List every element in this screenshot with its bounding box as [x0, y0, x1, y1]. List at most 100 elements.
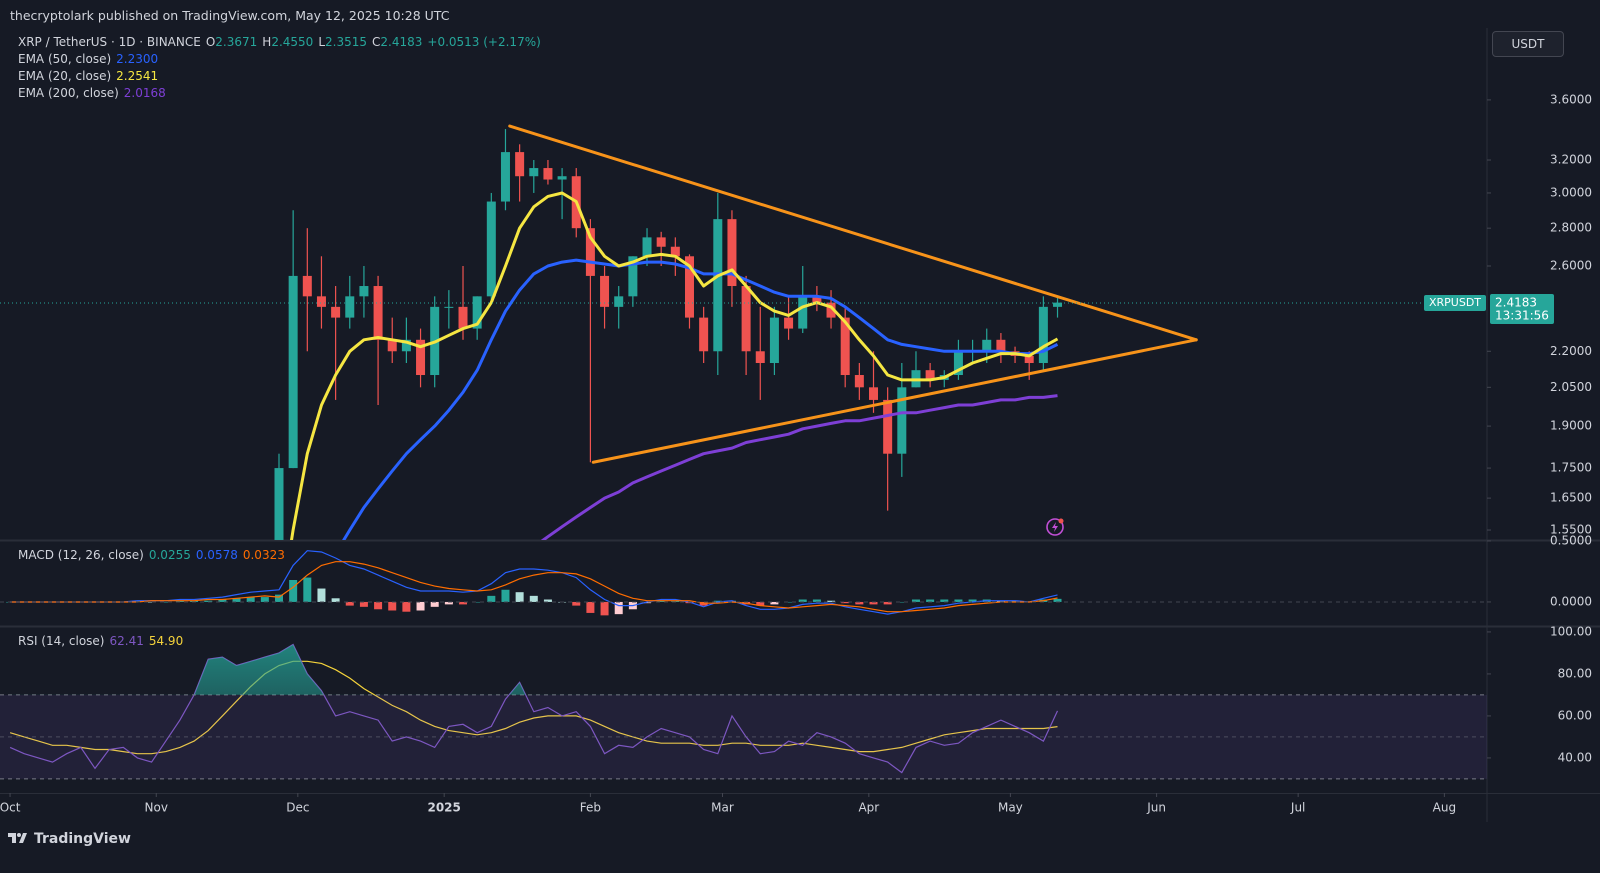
macd-histogram-bar	[671, 600, 680, 602]
time-tick-label: Dec	[286, 801, 309, 815]
quote-key: L	[318, 35, 325, 49]
macd-pane	[6, 550, 1062, 616]
candle-body	[458, 306, 468, 329]
candle-body	[444, 306, 454, 308]
time-tick-label: May	[998, 801, 1023, 815]
time-tick-label: Jun	[1146, 801, 1166, 815]
macd-histogram-bar	[430, 601, 439, 607]
candle-body	[585, 228, 595, 276]
legend-value: 54.90	[148, 634, 184, 648]
macd-histogram-bar	[331, 598, 340, 602]
candle-body	[345, 296, 355, 318]
candle-body	[925, 370, 935, 380]
candle-body	[486, 201, 496, 297]
quote-value: 2.4550	[271, 35, 314, 49]
macd-histogram-bar	[600, 601, 609, 616]
macd-histogram-bar	[770, 601, 779, 605]
legend-name: RSI (14, close)	[18, 634, 105, 648]
tradingview-logo	[8, 833, 27, 843]
candle-body	[401, 339, 411, 352]
macd-histogram-bar	[954, 599, 963, 602]
footer-brand: TradingView	[34, 831, 131, 847]
candle-body	[1053, 302, 1063, 307]
legend-value: 2.2541	[116, 69, 159, 83]
rsi-pane	[9, 643, 1059, 774]
macd-histogram-bar	[204, 600, 213, 602]
macd-line	[10, 550, 1058, 615]
candle-body	[1038, 306, 1048, 364]
macd-histogram-bar	[543, 599, 552, 602]
price-tag-label: 2.4183	[1495, 295, 1537, 309]
signal-line	[10, 561, 1058, 613]
candle-body	[1024, 355, 1034, 364]
publisher-line: thecryptolark published on TradingView.c…	[10, 8, 450, 23]
candle-body	[812, 296, 822, 303]
time-tick-label: Feb	[580, 801, 601, 815]
candle-body	[883, 399, 893, 454]
macd-histogram-bar	[359, 601, 368, 607]
rsi-axis-tick-label: 80.00	[1558, 666, 1592, 680]
macd-histogram-bar	[473, 601, 482, 603]
symbol-tag-label: XRPUSDT	[1429, 296, 1481, 309]
candle-body	[670, 246, 680, 257]
price-axis-tick-label: 2.2000	[1550, 344, 1592, 358]
candle-body	[331, 306, 341, 318]
rsi-band	[0, 694, 1487, 779]
macd-histogram-bar	[147, 601, 156, 603]
macd-histogram-bar	[614, 601, 623, 615]
candle-body	[996, 339, 1006, 352]
candle-body	[769, 317, 779, 364]
macd-histogram-bar	[402, 601, 411, 612]
macd-histogram-bar	[133, 600, 142, 602]
macd-histogram-bar	[345, 601, 354, 606]
candle-body	[529, 168, 539, 177]
macd-histogram-bar	[996, 600, 1005, 602]
legend-value: 2.0168	[123, 86, 166, 100]
price-axis-tick-label: 1.5500	[1550, 523, 1592, 537]
quote-key: H	[262, 35, 272, 49]
macd-histogram-bar	[161, 601, 170, 603]
countdown-label: 13:31:56	[1495, 308, 1549, 322]
time-tick-label: Nov	[145, 801, 168, 815]
macd-histogram-bar	[812, 599, 821, 602]
candle-body	[628, 256, 638, 297]
legend-name: EMA (50, close)	[18, 52, 112, 66]
macd-histogram-bar	[827, 600, 836, 602]
currency-button[interactable]: USDT	[1492, 31, 1564, 57]
price-axis-tick-label: 3.6000	[1550, 92, 1592, 106]
macd-histogram-bar	[897, 601, 906, 603]
price-axis-tick-label: 1.7500	[1550, 461, 1592, 475]
candle-body	[500, 152, 510, 202]
candle-body	[684, 256, 694, 318]
quote-value: 2.4183	[380, 35, 423, 49]
candle-body	[656, 237, 666, 247]
macd-histogram-bar	[926, 599, 935, 602]
legend-value: 2.2300	[116, 52, 159, 66]
quote-key: C	[372, 35, 381, 49]
candle-body	[826, 302, 836, 318]
symbol-tag	[1424, 294, 1486, 311]
macd-histogram-bar	[911, 599, 920, 602]
price-axis-tick-label: 1.9000	[1550, 419, 1592, 433]
macd-histogram-bar	[317, 588, 326, 602]
macd-legend: MACD (12, 26, close) 0.0255 0.0578 0.0323	[18, 548, 290, 562]
quote-value: 2.3515	[325, 35, 367, 49]
quote-key: O	[205, 35, 216, 49]
alert-icon[interactable]	[1046, 518, 1064, 536]
macd-histogram-bar	[515, 592, 524, 602]
time-tick-label: Oct	[0, 801, 21, 815]
rsi-line	[9, 643, 1059, 774]
macd-histogram-bar	[1011, 600, 1020, 602]
candle-body	[713, 219, 723, 352]
candle-body	[897, 387, 907, 454]
macd-histogram-bar	[784, 601, 793, 603]
rsi-axis-tick-label: 40.00	[1558, 750, 1592, 764]
macd-histogram-bar	[727, 600, 736, 602]
candle-body	[854, 375, 864, 388]
macd-histogram-bar	[303, 577, 312, 602]
macd-histogram-bar	[190, 600, 199, 602]
macd-histogram-bar	[940, 599, 949, 602]
macd-histogram-bar	[416, 601, 425, 611]
price-axis-tick-label: 1.6500	[1550, 491, 1592, 505]
